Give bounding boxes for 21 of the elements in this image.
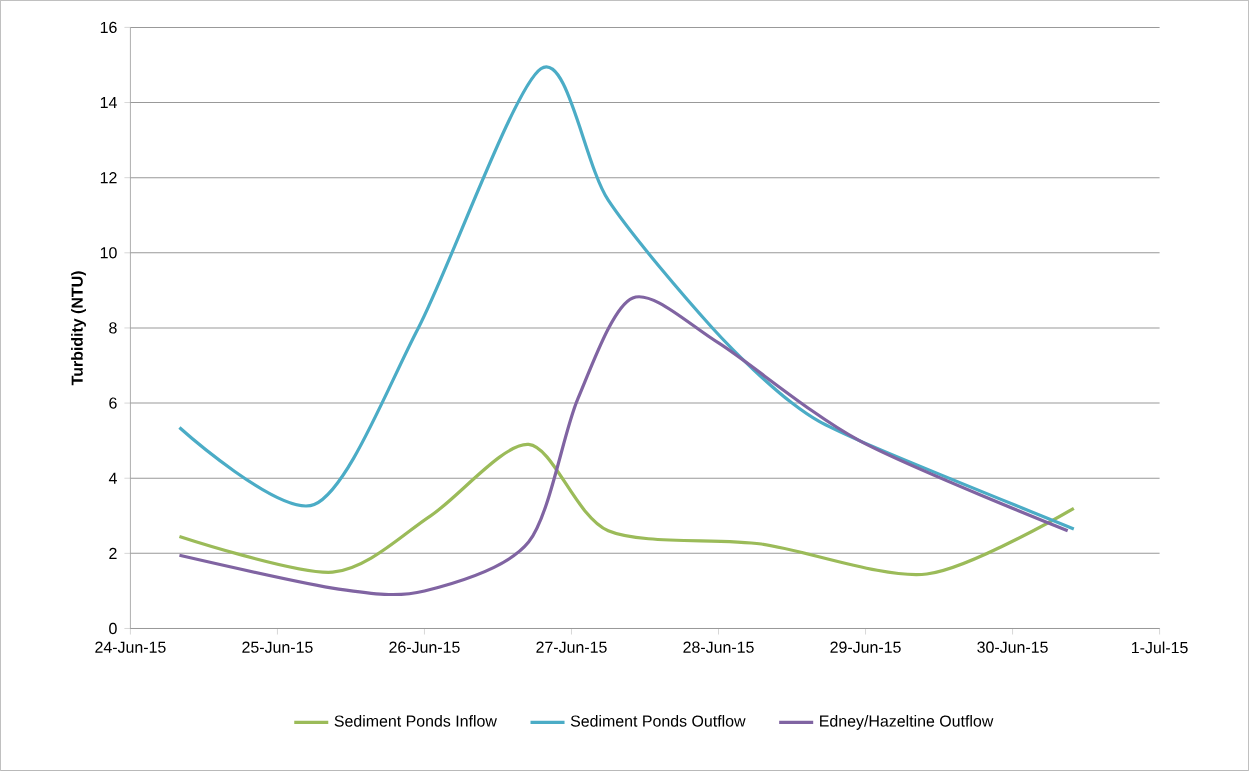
legend-label: Sediment Ponds Inflow xyxy=(334,715,497,727)
y-tick-label: 14 xyxy=(100,97,117,109)
y-tick-label: 0 xyxy=(109,622,117,635)
x-tick-label: 27-Jun-15 xyxy=(536,641,607,653)
legend-label: Edney/Hazeltine Outflow xyxy=(820,715,994,730)
x-tick-label: 28-Jun-15 xyxy=(683,641,754,653)
y-tick-label: 2 xyxy=(109,547,117,559)
x-tick-label: 25-Jun-15 xyxy=(242,641,313,653)
y-axis-title: Turbidity (NTU) xyxy=(71,271,86,386)
y-tick-label: 12 xyxy=(100,172,117,184)
x-tick-label: 1-Jul-15 xyxy=(1132,641,1188,654)
legend-label: Sediment Ponds Outflow xyxy=(570,715,746,727)
y-tick-label: 10 xyxy=(100,247,117,259)
y-tick-label: 4 xyxy=(108,472,117,484)
y-tick-label: 8 xyxy=(109,322,117,334)
x-tick-label: 30-Jun-15 xyxy=(977,641,1048,653)
x-tick-label: 29-Jun-15 xyxy=(830,641,901,653)
y-tick-label: 16 xyxy=(100,21,117,34)
y-tick-label: 6 xyxy=(109,397,117,409)
x-tick-label: 24-Jun-15 xyxy=(95,641,166,653)
x-tick-label: 26-Jun-15 xyxy=(389,641,460,653)
